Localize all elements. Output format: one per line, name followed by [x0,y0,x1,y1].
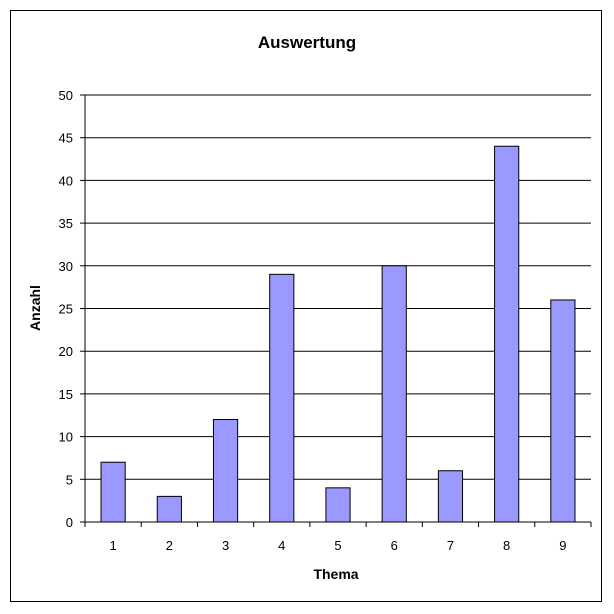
x-tick-label: 1 [109,538,116,553]
x-tick-label: 2 [166,538,173,553]
y-tick-label: 50 [59,88,73,103]
x-tick-label: 9 [559,538,566,553]
y-tick-label: 35 [59,216,73,231]
y-tick-label: 25 [59,302,73,317]
y-tick-label: 20 [59,344,73,359]
bar-8 [494,145,520,523]
bar-1 [100,461,126,523]
y-tick-label: 0 [66,515,73,530]
x-tick-label: 7 [447,538,454,553]
y-tick-label: 10 [59,430,73,445]
y-tick-label: 15 [59,387,73,402]
bar-2 [156,495,182,523]
bar-6 [381,265,407,523]
y-tick-label: 5 [66,472,73,487]
y-tick-label: 45 [59,131,73,146]
x-tick-label: 8 [503,538,510,553]
x-tick-label: 6 [391,538,398,553]
bar-7 [437,470,464,523]
y-axis-label: Anzahl [27,285,43,331]
bar-5 [325,487,351,523]
bar-4 [269,273,295,523]
y-tick-label: 40 [59,173,73,188]
chart-title: Auswertung [258,33,356,52]
y-tick-labels: 0 5 10 15 20 25 30 35 40 45 50 [59,88,73,530]
bar-9 [550,299,576,523]
bar-3 [212,419,239,523]
y-tick-label: 30 [59,259,73,274]
axes [80,94,592,527]
x-tick-labels: 1 2 3 4 5 6 7 8 9 [109,538,566,553]
x-tick-label: 5 [334,538,341,553]
x-tick-label: 3 [222,538,229,553]
x-tick-label: 4 [278,538,285,553]
x-axis-label: Thema [313,566,358,582]
bars [100,145,576,523]
